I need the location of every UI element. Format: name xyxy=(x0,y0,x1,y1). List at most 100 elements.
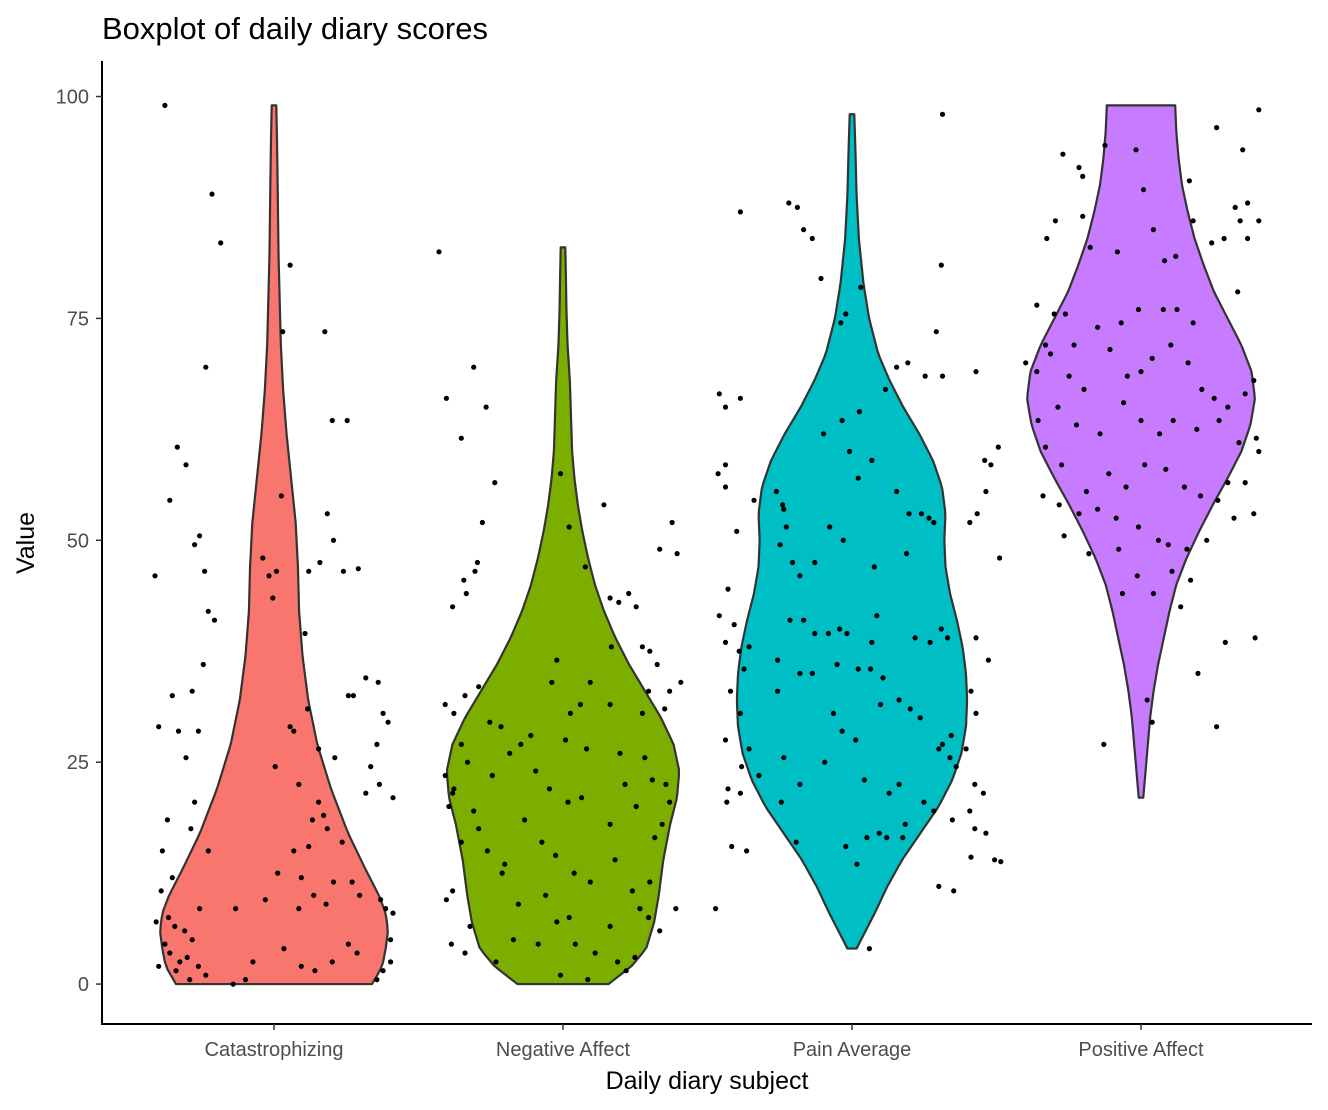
data-point xyxy=(884,835,890,841)
data-point xyxy=(158,888,164,894)
data-point xyxy=(1204,537,1210,543)
data-point xyxy=(601,502,607,508)
data-point xyxy=(355,566,361,572)
data-point xyxy=(818,275,824,282)
data-point xyxy=(197,533,203,539)
data-point xyxy=(1256,107,1262,113)
data-point xyxy=(1035,417,1041,424)
data-point xyxy=(882,386,889,392)
data-point xyxy=(639,644,646,650)
data-point xyxy=(953,764,959,770)
data-point xyxy=(751,497,757,503)
data-point xyxy=(192,799,198,805)
data-point xyxy=(781,755,787,761)
data-point xyxy=(778,799,784,805)
data-point xyxy=(162,102,168,108)
data-point xyxy=(612,857,618,863)
data-point xyxy=(374,977,380,983)
data-point xyxy=(737,710,744,717)
data-point xyxy=(298,963,304,969)
data-point xyxy=(498,724,504,730)
data-point xyxy=(896,781,902,788)
data-point xyxy=(1135,524,1142,530)
data-point xyxy=(949,817,956,823)
data-point xyxy=(476,826,482,832)
data-point xyxy=(322,329,328,335)
data-point xyxy=(1073,422,1080,428)
data-point xyxy=(623,968,629,974)
data-point xyxy=(1225,480,1231,486)
data-point xyxy=(479,519,485,526)
data-point xyxy=(1163,466,1169,472)
data-point xyxy=(900,835,906,841)
y-tick-label: 25 xyxy=(67,752,89,774)
data-point xyxy=(565,799,571,805)
data-point xyxy=(663,781,669,788)
data-point xyxy=(579,795,585,801)
data-point xyxy=(451,710,457,717)
data-point xyxy=(1119,590,1125,597)
data-point xyxy=(657,546,663,552)
data-point xyxy=(938,626,944,632)
data-point xyxy=(793,839,799,845)
data-point xyxy=(1251,377,1257,384)
data-point xyxy=(205,848,211,854)
data-point xyxy=(467,923,473,930)
data-point xyxy=(983,830,989,836)
violin-positive-affect xyxy=(1026,104,1256,799)
data-point xyxy=(1194,426,1200,432)
data-point xyxy=(1135,306,1142,313)
data-point xyxy=(330,537,337,543)
data-point xyxy=(1097,431,1103,437)
data-point xyxy=(1071,342,1077,348)
data-point xyxy=(187,977,193,983)
data-point xyxy=(939,373,946,379)
data-point xyxy=(442,701,448,708)
data-point xyxy=(787,617,793,623)
data-point xyxy=(886,790,892,796)
y-tick-label: 50 xyxy=(67,530,89,552)
data-point xyxy=(1237,218,1243,224)
data-point xyxy=(329,417,335,424)
data-point xyxy=(1080,173,1086,179)
data-point xyxy=(839,728,845,734)
data-point xyxy=(809,670,815,677)
data-point xyxy=(963,746,969,752)
data-point xyxy=(539,839,545,845)
data-point xyxy=(939,741,946,748)
data-point xyxy=(1149,719,1155,725)
data-point xyxy=(716,613,722,619)
data-point xyxy=(834,661,840,668)
data-point xyxy=(744,848,750,854)
data-point xyxy=(316,746,322,752)
data-point xyxy=(1186,178,1192,184)
data-point xyxy=(197,906,203,912)
data-point xyxy=(1155,537,1161,543)
data-point xyxy=(839,417,845,424)
data-point xyxy=(451,786,457,792)
data-point xyxy=(195,728,201,734)
data-point xyxy=(474,559,480,566)
data-point xyxy=(864,835,870,841)
data-point xyxy=(385,719,391,725)
data-point xyxy=(783,524,789,530)
data-point xyxy=(973,635,979,641)
data-point xyxy=(1209,240,1215,246)
data-point xyxy=(189,688,195,694)
data-point xyxy=(329,959,335,965)
data-point xyxy=(781,506,787,512)
data-point xyxy=(1095,506,1101,512)
data-point xyxy=(291,728,297,734)
data-point xyxy=(324,511,330,517)
data-point xyxy=(1042,444,1049,450)
data-point xyxy=(162,941,168,947)
data-point xyxy=(722,639,729,646)
data-point xyxy=(1162,258,1168,264)
data-point xyxy=(607,821,613,827)
data-point xyxy=(1051,311,1057,317)
data-point xyxy=(647,648,653,654)
data-point xyxy=(309,817,315,823)
data-point xyxy=(931,808,937,814)
data-point xyxy=(1144,697,1150,703)
data-point xyxy=(980,790,987,796)
